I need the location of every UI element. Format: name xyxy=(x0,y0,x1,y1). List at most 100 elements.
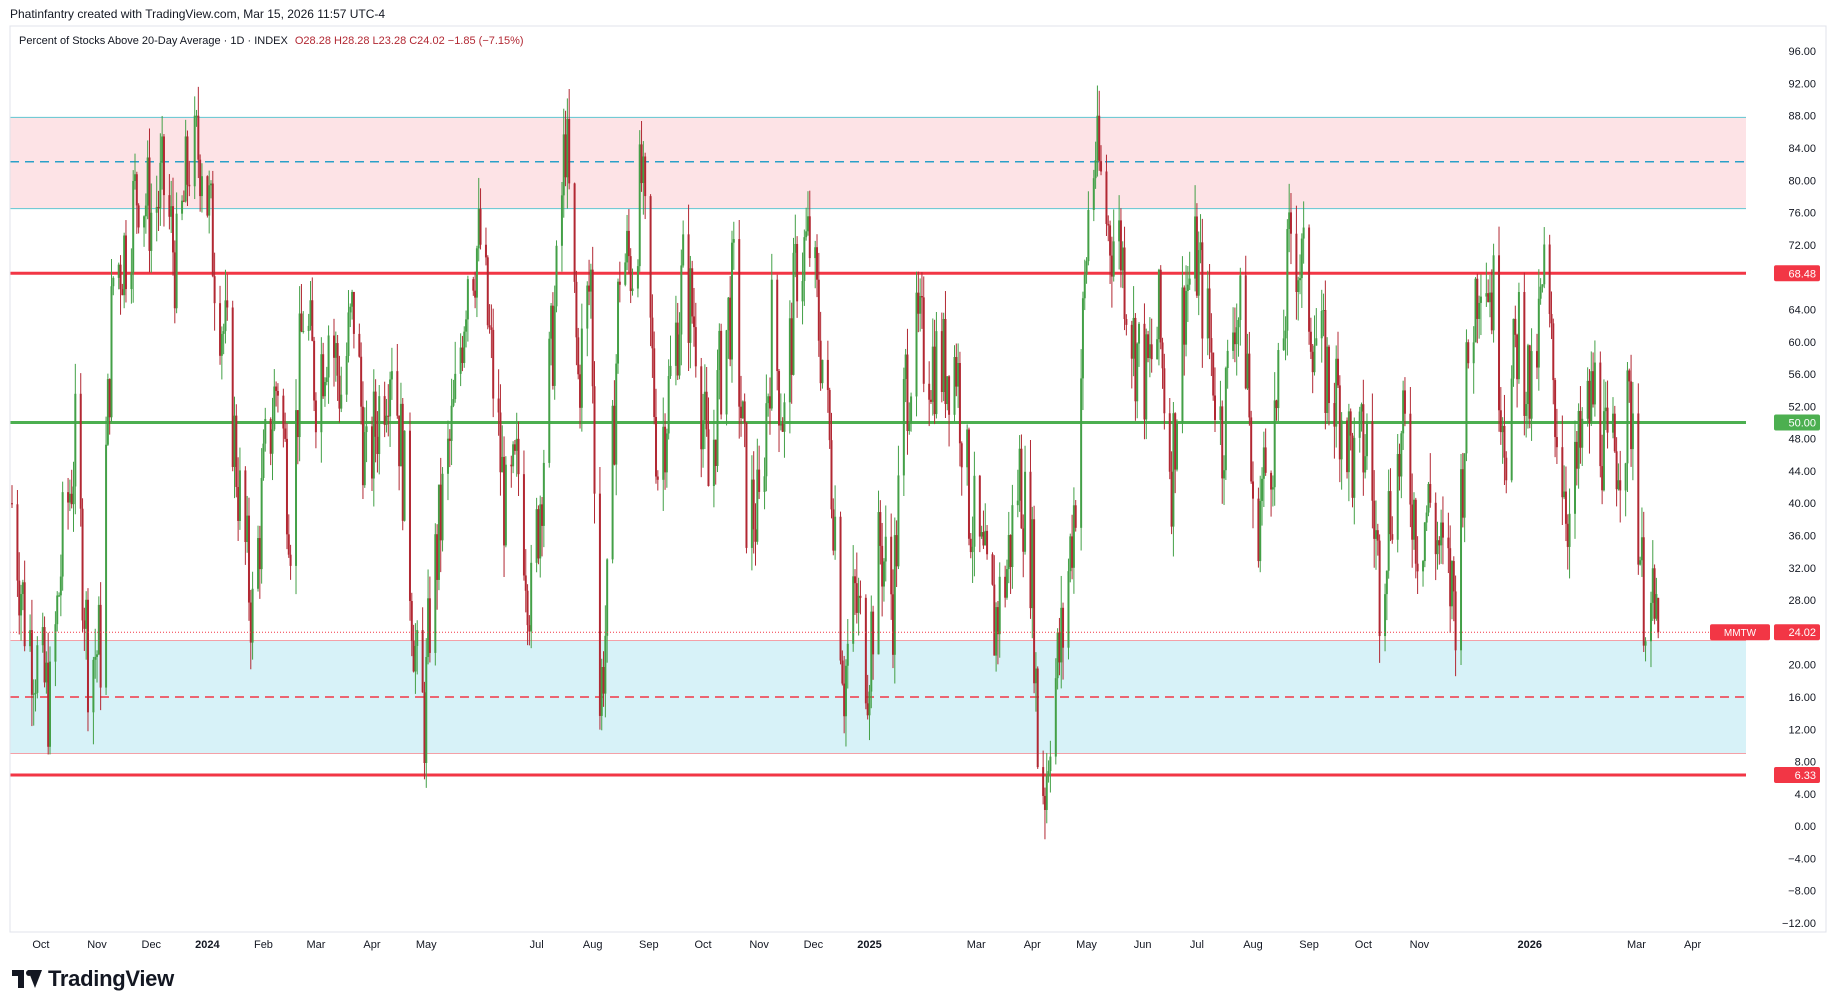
current-price-tag-label: 24.02 xyxy=(1788,627,1816,639)
candle xyxy=(1098,90,1101,171)
candle-body xyxy=(1311,351,1314,373)
candle-body xyxy=(211,183,214,277)
candle xyxy=(1476,273,1479,344)
candle xyxy=(662,397,665,511)
candle-body xyxy=(703,391,706,421)
candle-body xyxy=(741,401,744,419)
candle xyxy=(1060,575,1063,689)
candle-body xyxy=(213,276,216,304)
candle-body xyxy=(510,464,513,467)
candle-body xyxy=(490,327,493,330)
candle xyxy=(58,592,61,598)
candle-body xyxy=(577,337,580,375)
candle-body xyxy=(1490,292,1493,331)
candle-body xyxy=(727,297,730,331)
candle xyxy=(1528,344,1531,429)
candle xyxy=(427,569,430,665)
candle-body xyxy=(275,386,278,391)
footer-brand[interactable]: TradingView xyxy=(12,966,174,992)
chart-legend[interactable]: Percent of Stocks Above 20-Day Average ·… xyxy=(16,34,527,48)
candle-body xyxy=(74,393,77,487)
candle xyxy=(67,477,70,530)
candle-body xyxy=(1324,310,1327,413)
candle xyxy=(298,286,301,462)
candle-body xyxy=(920,295,923,298)
candle xyxy=(18,552,21,635)
candle xyxy=(653,331,656,425)
candle xyxy=(396,343,399,419)
candle xyxy=(1062,602,1065,680)
candle xyxy=(693,287,696,347)
candle-body xyxy=(1637,413,1640,565)
candle-body xyxy=(1525,404,1528,416)
candle xyxy=(752,451,755,554)
candle xyxy=(246,495,249,553)
candle-body xyxy=(1074,505,1077,528)
candle xyxy=(370,416,373,491)
candle xyxy=(942,312,945,402)
candle xyxy=(1302,201,1305,264)
candle xyxy=(1159,265,1162,350)
candle xyxy=(1657,597,1660,639)
candle-body xyxy=(1327,346,1330,404)
candle-body xyxy=(1224,368,1227,471)
candle xyxy=(1199,214,1202,264)
candle xyxy=(143,215,146,247)
candle-body xyxy=(1309,331,1312,352)
candle-body xyxy=(488,325,491,328)
candle-body xyxy=(340,394,343,409)
candle xyxy=(323,377,326,407)
candle-body xyxy=(1499,410,1502,433)
chart-canvas[interactable]: 96.0092.0088.0084.0080.0076.0072.0068.00… xyxy=(0,0,1835,960)
candle-body xyxy=(1199,242,1202,251)
candle xyxy=(30,599,33,727)
candle xyxy=(1402,380,1405,450)
candle-body xyxy=(16,504,19,581)
candle xyxy=(530,544,533,649)
candle xyxy=(1096,85,1099,177)
candle xyxy=(794,214,797,278)
candle xyxy=(43,616,46,688)
candle-body xyxy=(1121,247,1124,271)
candle xyxy=(1631,381,1634,481)
y-tick-label: 84.00 xyxy=(1788,143,1816,155)
candle xyxy=(586,281,589,357)
candle-body xyxy=(1552,323,1555,381)
candle xyxy=(803,229,806,306)
candle xyxy=(1121,241,1124,289)
candle xyxy=(1364,434,1367,479)
candle xyxy=(1487,279,1490,303)
candle xyxy=(244,466,247,565)
candle-body xyxy=(1492,255,1495,331)
candle xyxy=(917,271,920,333)
candle-body xyxy=(181,200,184,214)
candle xyxy=(1416,536,1419,595)
candle-body xyxy=(1624,463,1627,491)
candle xyxy=(1536,333,1539,380)
x-tick-label: Apr xyxy=(1684,939,1701,951)
candle-body xyxy=(796,243,799,302)
candle xyxy=(1005,559,1008,600)
candle-body xyxy=(461,347,464,364)
candle xyxy=(1257,487,1260,568)
candle-body xyxy=(1626,370,1629,464)
candle xyxy=(651,294,654,378)
candle-body xyxy=(678,334,681,376)
candle xyxy=(251,571,254,660)
candle-body xyxy=(1259,500,1262,562)
x-tick-label: Dec xyxy=(804,939,824,951)
candle-body xyxy=(1136,343,1139,402)
candle-body xyxy=(452,399,455,406)
candle-body xyxy=(345,356,348,395)
candle xyxy=(56,591,59,632)
candle-body xyxy=(282,395,285,429)
candle-body xyxy=(398,415,401,467)
candle-body xyxy=(1208,288,1211,339)
candle xyxy=(472,276,475,296)
candle-body xyxy=(821,359,824,384)
candle-body xyxy=(1425,512,1428,523)
candle xyxy=(568,88,571,190)
y-tick-label: 0.00 xyxy=(1795,821,1816,833)
candle-body xyxy=(890,536,893,595)
candle xyxy=(1604,381,1607,431)
